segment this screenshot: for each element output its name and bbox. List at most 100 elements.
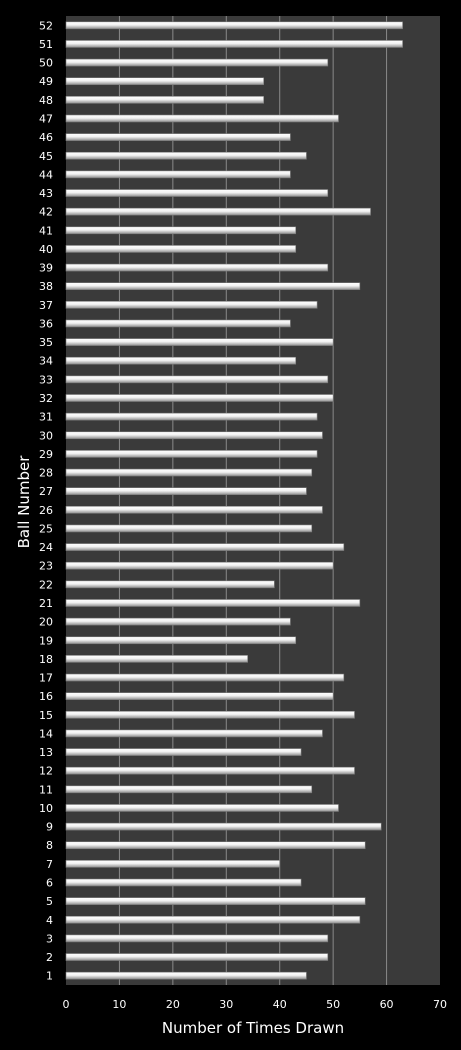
bar-ball-41 <box>65 226 297 235</box>
bars <box>65 21 403 980</box>
x-tick-labels: 0 10 20 30 40 50 60 70 <box>63 998 448 1011</box>
y-tick-label: 45 <box>39 150 53 163</box>
y-tick-label: 51 <box>39 38 53 51</box>
bar-ball-51 <box>65 40 403 48</box>
bar-ball-26 <box>65 506 323 514</box>
y-tick-label: 10 <box>39 802 53 815</box>
bar-ball-4 <box>65 915 361 924</box>
y-tick-label: 7 <box>46 858 53 871</box>
y-tick-label: 17 <box>39 672 53 685</box>
x-axis-title: Number of Times Drawn <box>162 1019 344 1037</box>
x-tick-label: 50 <box>326 998 340 1011</box>
bar-ball-38 <box>65 282 361 291</box>
y-tick-label: 6 <box>46 877 53 890</box>
bar-ball-42 <box>65 207 371 216</box>
y-tick-label: 25 <box>39 522 53 535</box>
bar-ball-29 <box>65 450 318 458</box>
bar-ball-47 <box>65 114 339 123</box>
y-tick-label: 31 <box>39 411 53 424</box>
bar-ball-39 <box>65 263 329 272</box>
y-axis-title: Ball Number <box>15 455 33 549</box>
bar-ball-46 <box>65 133 291 141</box>
y-tick-label: 20 <box>39 616 53 629</box>
bar-ball-10 <box>65 804 339 812</box>
y-tick-label: 39 <box>39 262 53 275</box>
y-tick-label: 18 <box>39 653 53 666</box>
y-tick-label: 47 <box>39 112 53 125</box>
bar-ball-33 <box>65 375 329 384</box>
y-tick-label: 32 <box>39 392 53 405</box>
y-tick-label: 37 <box>39 299 53 312</box>
y-tick-label: 19 <box>39 634 53 647</box>
bar-ball-19 <box>65 636 297 645</box>
y-tick-labels: 1234567891011121314151617181920212223242… <box>39 19 53 982</box>
bar-ball-23 <box>65 561 334 570</box>
y-tick-label: 30 <box>39 429 53 442</box>
bar-ball-34 <box>65 356 297 365</box>
y-tick-label: 14 <box>39 727 53 740</box>
bar-ball-28 <box>65 468 313 477</box>
bar-ball-37 <box>65 301 318 309</box>
bar-ball-14 <box>65 729 323 738</box>
bar-ball-15 <box>65 710 355 719</box>
bar-ball-50 <box>65 58 329 67</box>
bar-ball-43 <box>65 189 329 197</box>
bar-ball-32 <box>65 394 334 402</box>
bar-ball-21 <box>65 599 361 607</box>
y-tick-label: 15 <box>39 709 53 722</box>
y-tick-label: 4 <box>46 914 53 927</box>
bar-ball-13 <box>65 748 302 756</box>
y-tick-label: 49 <box>39 75 53 88</box>
y-tick-label: 41 <box>39 224 53 237</box>
x-tick-label: 0 <box>63 998 70 1011</box>
bar-ball-8 <box>65 841 366 850</box>
bar-ball-5 <box>65 897 366 905</box>
bar-ball-35 <box>65 338 334 346</box>
x-tick-label: 70 <box>433 998 447 1011</box>
bar-ball-6 <box>65 878 302 887</box>
y-tick-label: 22 <box>39 578 53 591</box>
bar-ball-25 <box>65 524 313 533</box>
x-tick-label: 60 <box>380 998 394 1011</box>
bar-ball-30 <box>65 431 323 440</box>
bar-ball-27 <box>65 487 307 495</box>
bar-ball-2 <box>65 953 329 961</box>
bar-ball-24 <box>65 543 345 551</box>
y-tick-label: 2 <box>46 951 53 964</box>
y-tick-label: 43 <box>39 187 53 200</box>
bar-ball-22 <box>65 580 275 589</box>
bar-ball-45 <box>65 151 307 160</box>
y-tick-label: 16 <box>39 690 53 703</box>
bar-ball-11 <box>65 785 313 794</box>
y-tick-label: 40 <box>39 243 53 256</box>
y-tick-label: 11 <box>39 783 53 796</box>
y-tick-label: 23 <box>39 560 53 573</box>
bar-ball-48 <box>65 96 264 104</box>
x-tick-label: 20 <box>166 998 180 1011</box>
y-tick-label: 21 <box>39 597 53 610</box>
x-tick-label: 40 <box>273 998 287 1011</box>
y-tick-label: 28 <box>39 467 53 480</box>
bar-ball-52 <box>65 21 403 30</box>
y-tick-label: 27 <box>39 485 53 498</box>
y-tick-label: 3 <box>46 932 53 945</box>
y-tick-label: 44 <box>39 168 53 181</box>
y-tick-label: 48 <box>39 94 53 107</box>
y-tick-label: 52 <box>39 19 53 32</box>
bar-ball-9 <box>65 822 382 831</box>
y-tick-label: 8 <box>46 839 53 852</box>
y-tick-label: 42 <box>39 206 53 219</box>
bar-ball-40 <box>65 245 297 253</box>
y-tick-label: 33 <box>39 373 53 386</box>
y-tick-label: 1 <box>46 970 53 983</box>
bar-ball-18 <box>65 655 248 663</box>
y-tick-label: 36 <box>39 317 53 330</box>
y-tick-label: 34 <box>39 355 53 368</box>
bar-ball-49 <box>65 77 264 86</box>
y-tick-label: 24 <box>39 541 53 554</box>
y-tick-label: 50 <box>39 57 53 70</box>
bar-ball-16 <box>65 692 334 700</box>
bar-ball-44 <box>65 170 291 179</box>
